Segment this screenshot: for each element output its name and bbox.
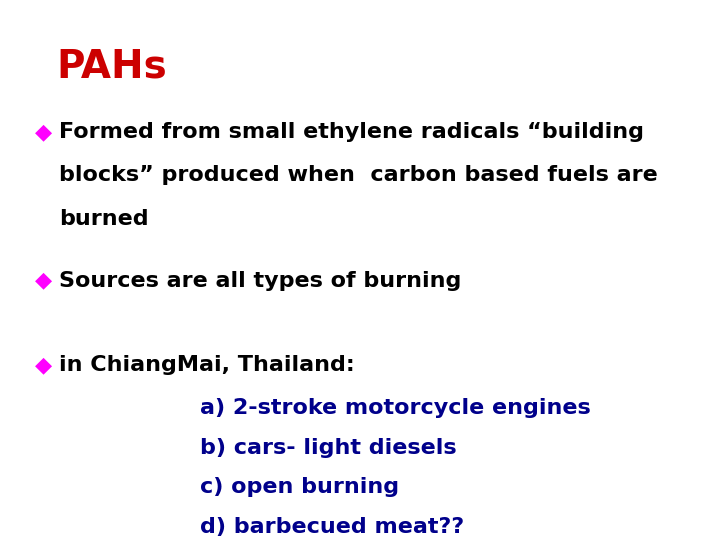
Text: ◆: ◆ [35, 355, 52, 375]
Text: Formed from small ethylene radicals “building: Formed from small ethylene radicals “bui… [60, 122, 644, 142]
Text: ◆: ◆ [35, 122, 52, 142]
Text: blocks” produced when  carbon based fuels are: blocks” produced when carbon based fuels… [60, 165, 658, 185]
Text: in ChiangMai, Thailand:: in ChiangMai, Thailand: [60, 355, 355, 375]
Text: ◆: ◆ [35, 271, 52, 291]
Text: Sources are all types of burning: Sources are all types of burning [60, 271, 462, 291]
Text: b) cars- light diesels: b) cars- light diesels [200, 437, 457, 457]
Text: d) barbecued meat??: d) barbecued meat?? [200, 517, 464, 537]
Text: c) open burning: c) open burning [200, 477, 400, 497]
Text: PAHs: PAHs [56, 48, 167, 86]
Text: a) 2-stroke motorcycle engines: a) 2-stroke motorcycle engines [200, 398, 591, 418]
Text: burned: burned [60, 209, 149, 229]
